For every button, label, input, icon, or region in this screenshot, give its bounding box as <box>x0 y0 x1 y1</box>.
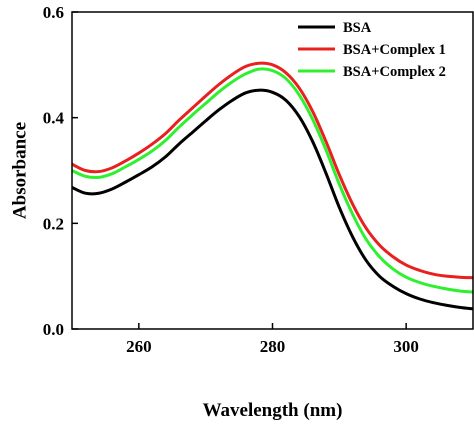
x-axis-title: Wavelength (nm) <box>203 400 343 421</box>
axis-ticks: 260 280 300 0.0 0.2 0.4 0.6 <box>43 3 419 356</box>
y-axis-title: Absorbance <box>10 122 31 219</box>
series-line-3 <box>72 67 473 294</box>
legend-label-3: BSA+Complex 2 <box>343 64 446 80</box>
x-tick-label: 260 <box>126 337 152 356</box>
y-tick-label: 0.6 <box>43 3 64 22</box>
x-tick-label: 300 <box>393 337 419 356</box>
y-tick-label: 0.2 <box>43 214 64 233</box>
series-line-2 <box>72 61 473 280</box>
legend: BSA BSA+Complex 1 BSA+Complex 2 <box>298 20 446 80</box>
y-tick-label: 0.4 <box>43 109 65 128</box>
legend-label-1: BSA <box>343 20 372 36</box>
series-line-1 <box>72 88 473 311</box>
series-lines <box>72 61 473 311</box>
y-tick-label: 0.0 <box>43 320 64 339</box>
x-tick-label: 280 <box>260 337 286 356</box>
legend-label-2: BSA+Complex 1 <box>343 42 446 58</box>
